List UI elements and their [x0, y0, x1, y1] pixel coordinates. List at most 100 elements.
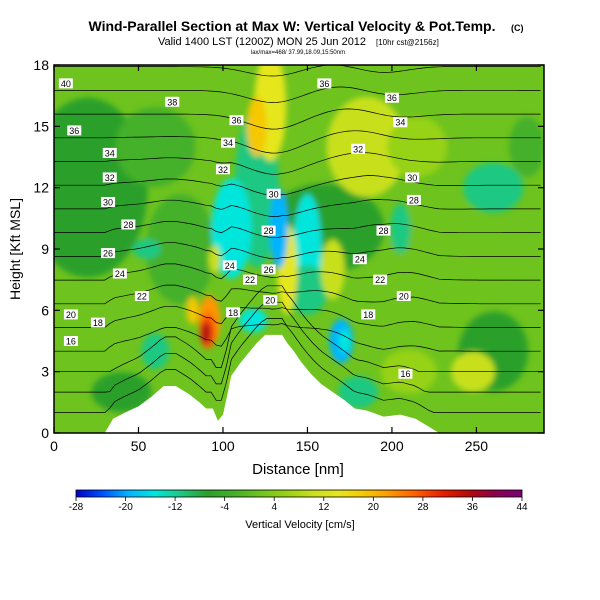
theta-contour — [54, 285, 541, 373]
velocity-blob — [390, 203, 411, 254]
svg-text:36: 36 — [319, 79, 329, 89]
svg-text:36: 36 — [231, 116, 241, 126]
x-tick-label: 150 — [296, 438, 320, 454]
colorbar-tick-label: -28 — [69, 502, 84, 513]
chart-subtitle2: lax/max=468/ 37.99,18.09,15:50nm — [251, 50, 345, 56]
theta-contour — [54, 301, 541, 393]
theta-contour — [54, 323, 541, 352]
x-axis: 0 50 100 150 200 250 — [50, 65, 488, 454]
contour-label: 22 — [243, 274, 257, 285]
velocity-blob — [382, 199, 503, 340]
svg-text:22: 22 — [137, 292, 147, 302]
velocity-blob — [208, 245, 221, 274]
theta-contour — [54, 86, 541, 103]
contour-label: 24 — [222, 260, 237, 271]
contour-label: 34 — [221, 137, 236, 148]
svg-text:16: 16 — [400, 369, 410, 379]
theta-contour — [54, 199, 541, 217]
svg-text:26: 26 — [264, 265, 274, 275]
contour-label: 20 — [63, 309, 78, 320]
y-tick-label: 15 — [33, 118, 49, 134]
contour-label: 18 — [361, 309, 376, 320]
svg-text:26: 26 — [103, 249, 113, 259]
svg-text:24: 24 — [225, 261, 235, 271]
contour-label: 28 — [406, 194, 421, 205]
contour-label: 24 — [112, 268, 127, 279]
y-tick-label: 9 — [41, 241, 49, 257]
svg-text:24: 24 — [115, 269, 125, 279]
x-tick-label: 200 — [380, 438, 404, 454]
contour-label: 18 — [226, 307, 241, 318]
contour-label: 24 — [352, 254, 367, 265]
svg-text:34: 34 — [223, 138, 233, 148]
contour-label: 20 — [396, 291, 411, 302]
svg-text:22: 22 — [245, 275, 255, 285]
colorbar-tick-label: 20 — [368, 502, 380, 513]
contour-label: 32 — [351, 143, 366, 154]
colorbar-label: Vertical Velocity [cm/s] — [245, 519, 354, 531]
velocity-blob — [338, 329, 351, 353]
svg-text:34: 34 — [395, 118, 405, 128]
y-tick-label: 18 — [33, 57, 49, 73]
velocity-blob — [239, 308, 268, 333]
svg-text:24: 24 — [355, 255, 365, 265]
chart-subtitle-tail: [10hr cst@2156z] — [376, 38, 439, 47]
colorbar: -28 -20 -12 -4 4 12 20 28 36 44 Vertical Velocity… — [69, 489, 528, 531]
contour-label: 40 — [58, 78, 73, 89]
contour-label: 36 — [317, 78, 332, 89]
svg-text:28: 28 — [264, 226, 274, 236]
theta-contour — [54, 263, 541, 281]
velocity-blob — [211, 178, 252, 279]
contour-label: 16 — [63, 336, 78, 347]
contour-label: 36 — [67, 125, 82, 136]
colorbar-tick-label: -12 — [168, 502, 183, 513]
contour-label: 30 — [101, 196, 116, 207]
svg-text:32: 32 — [353, 144, 363, 154]
velocity-blob — [338, 376, 379, 409]
contour-label: 36 — [229, 115, 244, 126]
y-axis-label: Height [Kft MSL] — [7, 198, 23, 300]
svg-text:20: 20 — [265, 296, 275, 306]
svg-text:34: 34 — [105, 148, 115, 158]
svg-text:18: 18 — [93, 318, 103, 328]
colorbar-tick-label: 44 — [516, 502, 528, 513]
svg-text:30: 30 — [103, 197, 113, 207]
contour-label: 32 — [215, 164, 230, 175]
velocity-blob — [326, 96, 407, 197]
y-tick-label: 6 — [41, 302, 49, 318]
plot-area: 40 38 36 36 36 36 34 34 34 32 32 32 30 30 30 28 28 28 28 26… — [54, 65, 544, 433]
contour-label: 20 — [263, 295, 278, 306]
contour-label: 38 — [165, 96, 180, 107]
theta-contour — [54, 152, 541, 175]
chart-title: Wind-Parallel Section at Max W: Vertical… — [88, 18, 495, 34]
velocity-blob — [132, 239, 161, 259]
svg-text:22: 22 — [375, 275, 385, 285]
contour-label: 30 — [405, 172, 420, 183]
theta-contour — [54, 130, 541, 154]
contour-label: 26 — [261, 264, 276, 275]
contour-label: 18 — [90, 317, 105, 328]
colorbar-tick-label: 28 — [417, 502, 429, 513]
theta-contour — [54, 65, 541, 77]
x-tick-label: 0 — [50, 438, 58, 454]
svg-text:32: 32 — [218, 165, 228, 175]
velocity-blob — [463, 162, 524, 213]
x-axis-label: Distance [nm] — [252, 461, 344, 478]
contour-label: 28 — [121, 219, 136, 230]
colorbar-tick-label: -20 — [118, 502, 133, 513]
svg-text:40: 40 — [61, 79, 71, 89]
svg-text:30: 30 — [407, 173, 417, 183]
velocity-blob — [287, 264, 328, 315]
contour-label: 32 — [102, 172, 117, 183]
velocity-blob — [269, 188, 288, 269]
svg-text:16: 16 — [66, 337, 76, 347]
y-tick-label: 12 — [33, 180, 49, 196]
terrain — [54, 334, 544, 433]
contour-label: 34 — [393, 117, 408, 128]
contour-labels: 40 38 36 36 36 36 34 34 34 32 32 32 30 30 30 28 28 28 28 26… — [58, 78, 421, 379]
colorbar-tick-label: 12 — [318, 502, 330, 513]
x-tick-label: 250 — [465, 438, 489, 454]
contour-label: 22 — [134, 291, 149, 302]
